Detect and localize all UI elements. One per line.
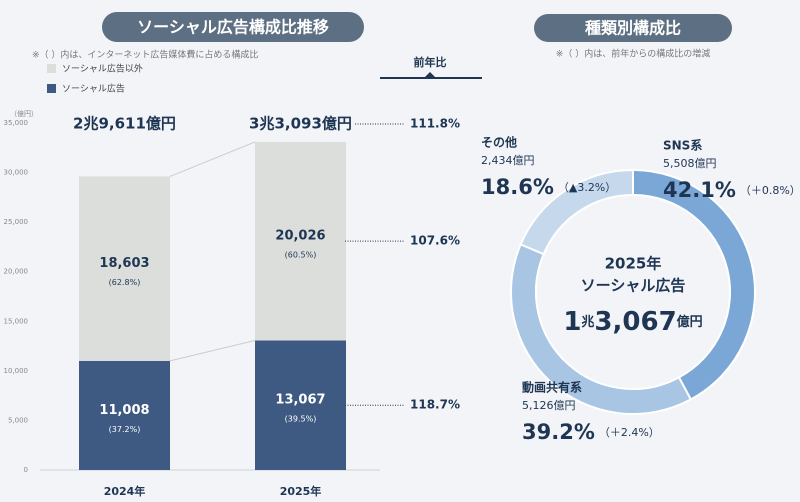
value-group: 42.1% （＋0.8%） <box>663 178 800 202</box>
legend-label: ソーシャル広告 <box>62 83 125 95</box>
change-label: （▲3.2%） <box>558 181 616 194</box>
y-tick-label: 25,000 <box>4 218 29 226</box>
bar-segment <box>79 360 170 470</box>
center-total-part: 1 <box>563 307 581 337</box>
connector <box>169 339 256 362</box>
y-tick-label: 15,000 <box>4 317 29 325</box>
value-group: 39.2% （＋2.4%） <box>522 420 660 444</box>
x-tick-label: 2024年 <box>104 484 146 498</box>
center-total-part: 3,067 <box>594 307 676 337</box>
y-tick-label: 20,000 <box>4 268 29 276</box>
total-label: 2兆9,611億円 <box>73 115 176 133</box>
growth-label: 107.6% <box>410 234 460 248</box>
share-label: (37.2%) <box>109 425 141 434</box>
amount-label: 5,508億円 <box>663 157 717 170</box>
note: ※（ ）内は、インターネット広告媒体費に占める構成比 <box>32 49 258 61</box>
growth-arrow <box>424 72 436 78</box>
value-label: 11,008 <box>99 403 149 418</box>
category-label: その他 <box>481 135 517 150</box>
y-tick-label: 10,000 <box>4 367 29 375</box>
chart-title: ソーシャル広告構成比推移 <box>137 18 329 37</box>
growth-label: 111.8% <box>410 117 460 131</box>
center-total: 1兆3,067億円 <box>563 307 702 337</box>
donut-segment <box>519 168 634 256</box>
share-label: (60.5%) <box>285 251 317 260</box>
title-pill <box>102 12 364 42</box>
share-label: (39.5%) <box>285 415 317 424</box>
center-total-part: 兆 <box>581 314 594 330</box>
total-label: 3兆3,093億円 <box>249 115 352 133</box>
amount-label: 5,126億円 <box>522 399 576 412</box>
value-label: 42.1% <box>663 178 736 202</box>
change-label: （＋2.4%） <box>599 426 660 439</box>
y-unit: （億円） <box>10 109 38 118</box>
share-label: (62.8%) <box>109 278 141 287</box>
title-pill <box>534 14 732 42</box>
bar-segment <box>255 340 346 470</box>
y-tick-label: 5,000 <box>8 416 28 424</box>
y-tick-label: 30,000 <box>4 169 29 177</box>
value-label: 39.2% <box>522 420 595 444</box>
x-tick-label: 2025年 <box>280 484 322 498</box>
amount-label: 2,434億円 <box>481 154 535 167</box>
legend-label: ソーシャル広告以外 <box>62 63 143 75</box>
value-label: 18.6% <box>481 175 554 199</box>
value-label: 18,603 <box>99 256 149 271</box>
value-label: 20,026 <box>275 229 325 244</box>
connector <box>169 141 256 177</box>
bar-segment <box>79 176 170 361</box>
growth-label: 118.7% <box>410 398 460 412</box>
change-label: （＋0.8%） <box>740 184 800 197</box>
category-label: SNS系 <box>663 138 702 153</box>
center-label: ソーシャル広告 <box>581 277 686 295</box>
center-total-part: 億円 <box>677 314 703 330</box>
legend-swatch <box>47 84 56 93</box>
note: ※（ ）内は、前年からの構成比の増減 <box>556 48 710 60</box>
legend-swatch <box>47 64 56 73</box>
y-tick-label: 35,000 <box>4 119 29 127</box>
category-label: 動画共有系 <box>522 380 582 395</box>
center-label: 2025年 <box>605 255 662 273</box>
y-tick-label: 0 <box>24 466 28 474</box>
chart-title: 種類別構成比 <box>585 19 681 38</box>
value-group: 18.6% （▲3.2%） <box>481 175 616 199</box>
bar-segment <box>255 141 346 341</box>
value-label: 13,067 <box>275 393 325 408</box>
growth-title: 前年比 <box>414 55 447 69</box>
